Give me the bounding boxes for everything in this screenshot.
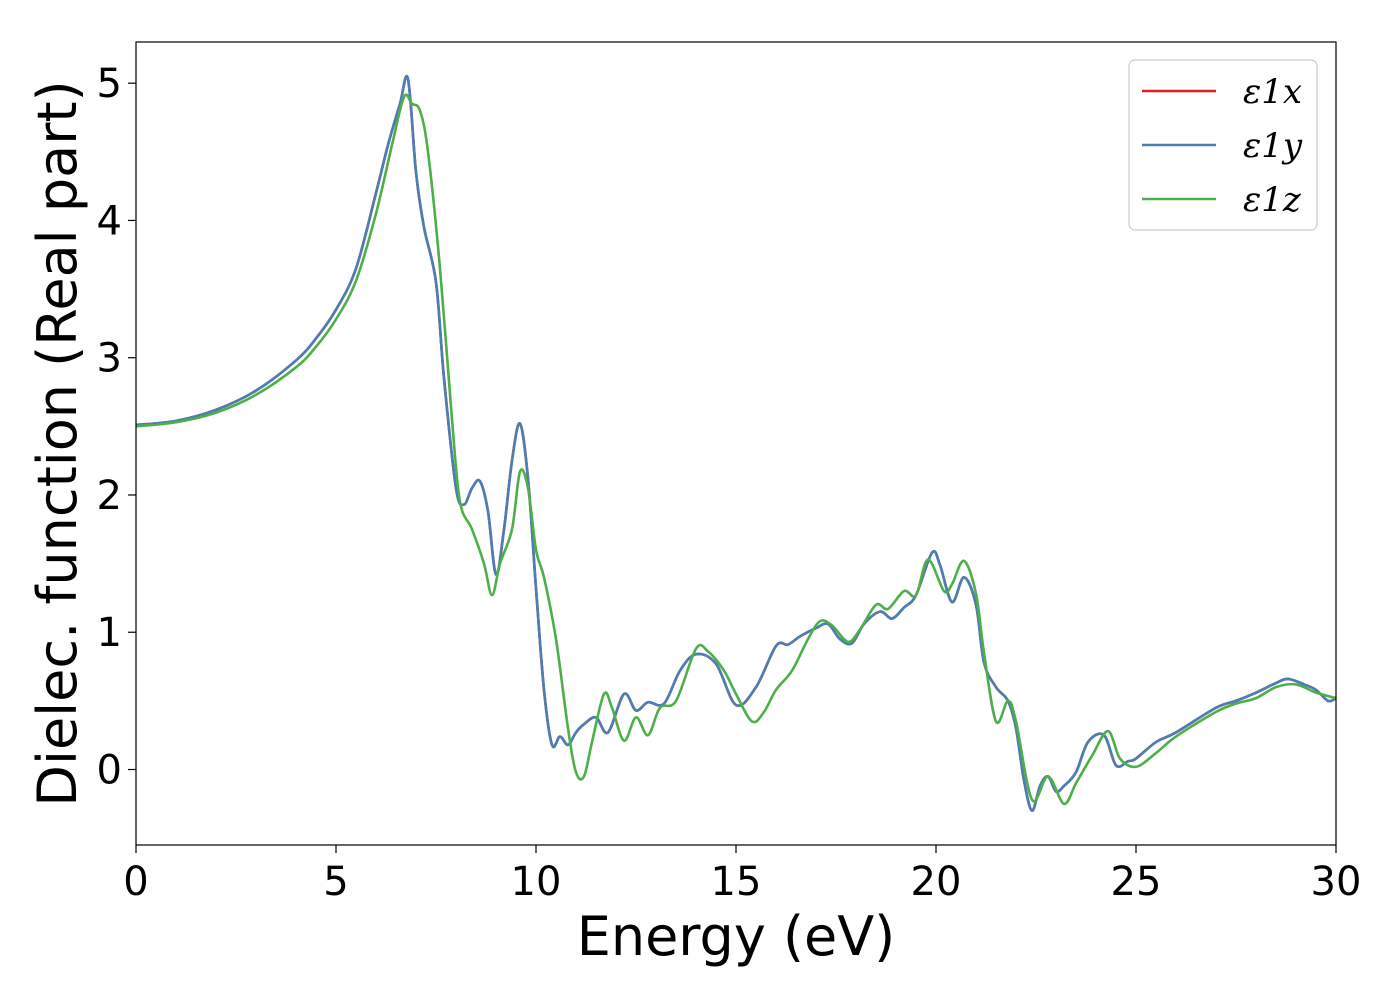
y-axis-ticks: 0 1 2 3 4 5 xyxy=(97,61,136,794)
y-tick-label: 3 xyxy=(97,336,122,382)
x-tick-label: 15 xyxy=(711,859,762,905)
legend-label-3: ε1z xyxy=(1243,180,1302,220)
legend-box xyxy=(1128,59,1318,231)
x-tick-label: 20 xyxy=(911,859,962,905)
series-line-3 xyxy=(136,93,1336,806)
x-tick-label: 5 xyxy=(323,859,348,905)
legend: ε1x ε1y ε1z xyxy=(1128,59,1318,231)
series-line-2 xyxy=(136,75,1336,812)
legend-label-1: ε1x xyxy=(1243,72,1302,112)
y-tick-label: 4 xyxy=(97,198,122,244)
plot-lines xyxy=(136,75,1336,812)
x-axis-ticks: 0 5 10 15 20 25 30 xyxy=(123,845,1361,905)
x-tick-label: 0 xyxy=(123,859,148,905)
legend-label-2: ε1y xyxy=(1243,126,1303,166)
y-tick-label: 2 xyxy=(97,473,122,519)
x-tick-label: 10 xyxy=(511,859,562,905)
y-tick-label: 0 xyxy=(97,748,122,794)
y-tick-label: 1 xyxy=(97,610,122,656)
y-tick-label: 5 xyxy=(97,61,122,107)
x-tick-label: 30 xyxy=(1311,859,1362,905)
x-axis-label: Energy (eV) xyxy=(577,905,896,968)
x-tick-label: 25 xyxy=(1111,859,1162,905)
y-axis-label: Dielec. function (Real part) xyxy=(26,80,89,806)
